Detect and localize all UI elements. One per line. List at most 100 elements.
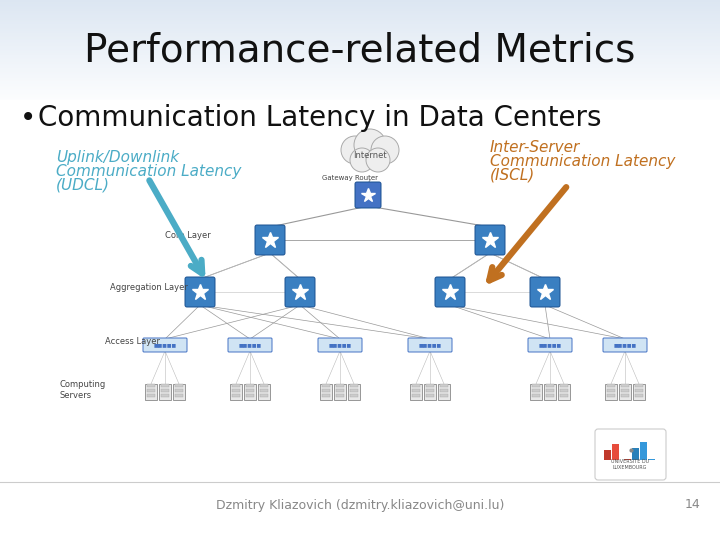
FancyBboxPatch shape	[603, 338, 647, 352]
Bar	[0, 3, 720, 4]
Bar	[0, 71, 720, 72]
Bar	[173, 384, 185, 400]
Bar	[246, 389, 254, 392]
Bar	[0, 9, 720, 10]
Bar	[260, 389, 268, 392]
Bar	[0, 58, 720, 59]
Bar	[0, 97, 720, 98]
Bar	[530, 384, 542, 400]
Circle shape	[354, 129, 386, 161]
Text: 14: 14	[684, 498, 700, 511]
Bar	[635, 384, 643, 387]
FancyBboxPatch shape	[528, 338, 572, 352]
Bar	[0, 88, 720, 89]
Bar	[546, 384, 554, 387]
Bar	[0, 42, 720, 43]
Bar	[560, 384, 568, 387]
Bar	[640, 442, 647, 460]
Bar	[0, 1, 720, 2]
Bar	[633, 384, 645, 400]
Bar	[619, 384, 631, 400]
Bar	[0, 18, 720, 19]
Bar	[322, 389, 330, 392]
Bar	[0, 107, 720, 108]
Bar	[350, 394, 358, 397]
Bar	[145, 384, 157, 400]
Text: Communication Latency: Communication Latency	[490, 154, 675, 169]
Bar	[0, 11, 720, 12]
Bar	[624, 459, 631, 460]
Bar	[0, 35, 720, 36]
Bar	[0, 51, 720, 52]
Bar	[0, 45, 720, 46]
Bar	[607, 394, 615, 397]
Bar	[0, 90, 720, 91]
Bar	[621, 389, 629, 392]
Bar	[426, 394, 434, 397]
Bar	[0, 39, 720, 40]
Bar	[0, 21, 720, 22]
Bar	[0, 102, 720, 103]
Bar	[0, 106, 720, 107]
Bar	[147, 394, 155, 397]
Bar	[426, 384, 434, 387]
Bar	[0, 22, 720, 23]
Text: Internet: Internet	[354, 151, 387, 159]
Bar	[440, 394, 448, 397]
Text: Communication Latency: Communication Latency	[56, 164, 241, 179]
Circle shape	[371, 136, 399, 164]
Bar	[0, 72, 720, 73]
Bar	[336, 389, 344, 392]
Bar	[0, 66, 720, 67]
Bar	[147, 389, 155, 392]
Bar	[0, 73, 720, 75]
Bar	[0, 48, 720, 49]
Bar	[412, 394, 420, 397]
Bar	[0, 105, 720, 106]
Bar	[0, 2, 720, 3]
Bar	[232, 384, 240, 387]
FancyBboxPatch shape	[255, 225, 285, 255]
Bar	[635, 394, 643, 397]
Bar	[0, 26, 720, 28]
Text: Access Layer: Access Layer	[105, 338, 160, 347]
Bar	[350, 389, 358, 392]
Circle shape	[350, 148, 374, 172]
Bar	[244, 384, 256, 400]
FancyBboxPatch shape	[143, 338, 187, 352]
Bar	[0, 54, 720, 55]
Bar	[0, 34, 720, 35]
Bar	[161, 384, 169, 387]
FancyBboxPatch shape	[285, 277, 315, 307]
Bar	[0, 64, 720, 65]
Bar	[544, 384, 556, 400]
Bar	[161, 394, 169, 397]
Bar	[0, 12, 720, 13]
Bar	[0, 8, 720, 9]
Bar	[532, 389, 540, 392]
Bar	[0, 13, 720, 14]
FancyBboxPatch shape	[318, 338, 362, 352]
Bar	[0, 6, 720, 8]
Bar	[440, 384, 448, 387]
Bar	[0, 4, 720, 5]
Bar	[336, 384, 344, 387]
Bar	[147, 384, 155, 387]
Bar	[0, 49, 720, 50]
FancyBboxPatch shape	[530, 277, 560, 307]
Bar	[0, 55, 720, 56]
Bar	[350, 384, 358, 387]
Bar	[0, 93, 720, 94]
Bar	[232, 394, 240, 397]
Bar	[648, 459, 655, 460]
Bar	[532, 394, 540, 397]
Bar	[0, 67, 720, 68]
Bar	[0, 82, 720, 83]
Bar	[0, 56, 720, 57]
Bar	[560, 394, 568, 397]
Bar	[0, 5, 720, 6]
Bar	[438, 384, 450, 400]
Bar	[0, 37, 720, 38]
Bar	[0, 28, 720, 29]
Bar	[0, 87, 720, 88]
